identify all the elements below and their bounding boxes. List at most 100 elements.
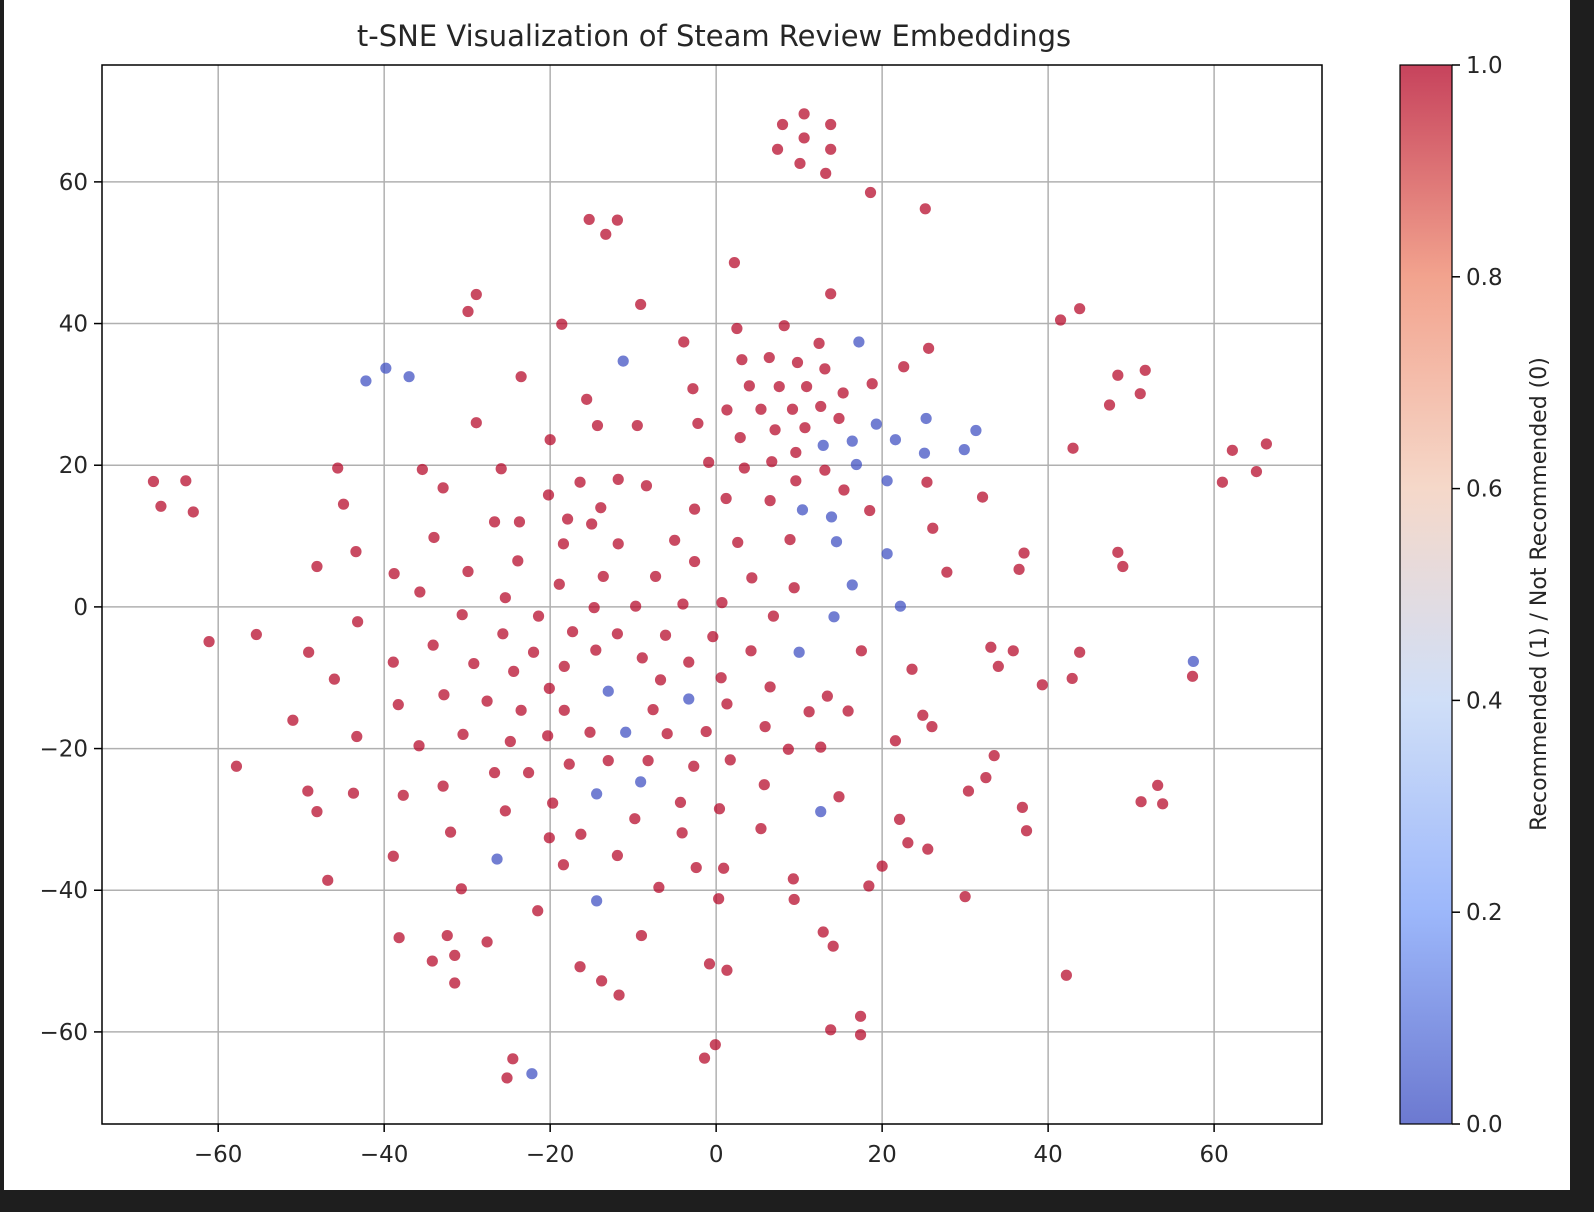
point-recommended: [513, 516, 526, 528]
point-recommended: [782, 743, 794, 755]
point-recommended: [449, 977, 461, 989]
point-recommended: [746, 572, 758, 584]
point-recommended: [678, 336, 690, 348]
point-recommended: [504, 735, 516, 748]
point-recommended: [763, 351, 775, 364]
point-recommended: [640, 480, 653, 492]
x-tick-label: 20: [867, 1142, 896, 1168]
point-recommended: [962, 785, 975, 797]
point-not-recommended: [815, 806, 827, 818]
point-recommended: [595, 502, 607, 514]
colorbar-tick-label: 0.8: [1466, 265, 1503, 291]
point-recommended: [515, 371, 527, 383]
point-recommended: [985, 641, 997, 653]
point-recommended: [819, 363, 831, 375]
point-recommended: [583, 213, 595, 226]
point-not-recommended: [620, 726, 632, 738]
point-recommended: [728, 257, 741, 269]
point-recommended: [470, 288, 482, 301]
point-recommended: [1186, 670, 1199, 682]
point-recommended: [468, 657, 480, 670]
point-recommended: [736, 354, 748, 366]
point-recommended: [180, 475, 192, 487]
point-recommended: [713, 893, 725, 905]
point-recommended: [833, 791, 845, 803]
point-recommended: [803, 706, 815, 718]
point-recommended: [703, 958, 716, 970]
point-recommended: [563, 758, 575, 770]
point-recommended: [155, 500, 167, 512]
point-recommended: [574, 961, 586, 973]
point-recommended: [449, 949, 461, 962]
point-recommended: [332, 462, 344, 474]
point-recommended: [629, 813, 641, 825]
colorbar-gradient: [1399, 64, 1453, 1125]
x-tick-label: −20: [526, 1142, 575, 1168]
point-recommended: [311, 806, 323, 818]
point-recommended: [919, 203, 931, 215]
point-recommended: [230, 760, 243, 772]
point-recommended: [388, 568, 400, 580]
point-recommended: [611, 214, 623, 226]
point-recommended: [499, 592, 511, 604]
point-recommended: [1074, 303, 1086, 315]
point-recommended: [558, 704, 570, 716]
point-recommended: [481, 936, 493, 948]
point-recommended: [921, 476, 933, 488]
point-recommended: [917, 709, 929, 721]
point-recommended: [713, 803, 726, 815]
point-recommended: [1250, 465, 1263, 478]
point-recommended: [817, 926, 829, 938]
point-recommended: [426, 955, 438, 967]
point-recommended: [854, 1010, 867, 1022]
point-recommended: [902, 837, 914, 849]
point-recommended: [416, 463, 428, 476]
point-recommended: [798, 108, 810, 120]
y-tick-label: 60: [59, 170, 88, 196]
point-recommended: [462, 565, 474, 578]
point-recommended: [1074, 646, 1086, 658]
point-recommended: [692, 417, 704, 430]
point-not-recommended: [894, 600, 906, 612]
point-recommended: [764, 681, 776, 693]
point-recommended: [709, 1039, 721, 1051]
tsne-scatter-chart: t-SNE Visualization of Steam Review Embe…: [39, 19, 1552, 1168]
point-recommended: [337, 498, 350, 510]
y-tick-label: 20: [59, 453, 88, 479]
point-recommended: [1018, 547, 1030, 559]
point-recommended: [600, 228, 612, 240]
point-recommended: [721, 404, 733, 416]
point-recommended: [688, 555, 701, 568]
point-recommended: [1157, 798, 1169, 810]
point-recommended: [927, 522, 939, 534]
point-not-recommended: [602, 685, 614, 697]
point-recommended: [575, 828, 587, 840]
y-tick-label: 40: [59, 312, 88, 338]
point-not-recommended: [403, 371, 415, 383]
point-recommended: [630, 600, 642, 612]
point-recommended: [688, 503, 701, 515]
point-recommended: [787, 873, 799, 885]
point-recommended: [813, 337, 825, 349]
point-recommended: [1152, 779, 1164, 792]
point-recommended: [794, 157, 806, 170]
point-recommended: [1226, 444, 1238, 456]
point-recommended: [287, 714, 299, 726]
point-recommended: [613, 989, 625, 1001]
point-recommended: [677, 598, 689, 610]
point-recommended: [612, 538, 624, 550]
point-recommended: [864, 504, 876, 517]
point-recommended: [700, 725, 712, 738]
point-recommended: [1135, 796, 1147, 808]
point-not-recommended: [850, 458, 863, 471]
point-recommended: [438, 689, 450, 701]
point-recommended: [527, 646, 540, 658]
point-recommended: [790, 446, 802, 459]
point-recommended: [724, 754, 736, 766]
point-recommended: [707, 631, 719, 643]
point-recommended: [661, 728, 673, 740]
point-recommended: [922, 843, 934, 855]
point-recommended: [758, 779, 770, 791]
point-recommended: [766, 456, 778, 468]
point-recommended: [347, 787, 360, 799]
